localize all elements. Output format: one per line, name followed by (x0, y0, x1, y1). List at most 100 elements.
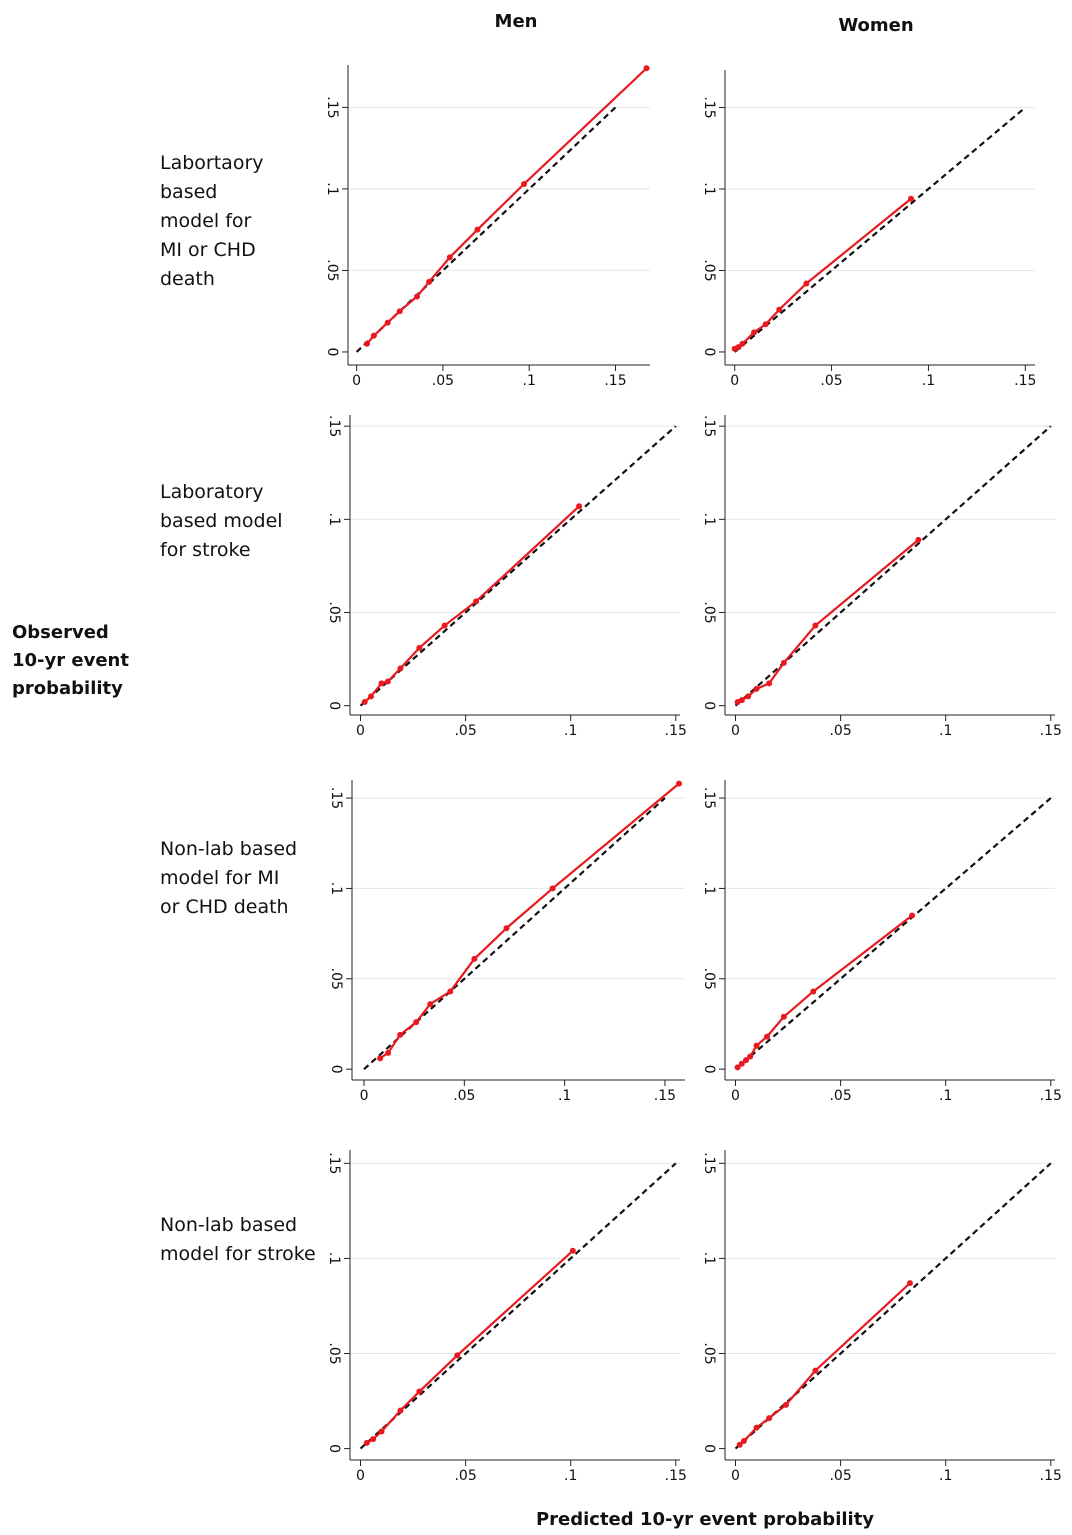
point (766, 680, 773, 687)
x-tick-label: .15 (604, 373, 626, 389)
point (739, 340, 746, 347)
point (766, 1415, 773, 1422)
point (447, 988, 454, 995)
x-tick-label: .1 (939, 723, 952, 739)
point (361, 698, 368, 705)
point (503, 925, 510, 932)
y-axis-title: Observed (12, 622, 109, 643)
point (397, 1407, 404, 1414)
series-line (363, 797, 666, 1070)
series-line (734, 1162, 1052, 1450)
x-tick-label: .15 (1040, 1468, 1062, 1484)
y-tick-label: 0 (701, 348, 717, 357)
x-tick-label: 0 (352, 373, 361, 389)
x-tick-label: .15 (1014, 373, 1036, 389)
x-tick-label: .05 (454, 723, 476, 739)
point (743, 1057, 750, 1064)
x-tick-label: .1 (558, 1088, 571, 1104)
point (446, 254, 453, 261)
point (738, 1060, 745, 1067)
point (747, 1053, 754, 1060)
point (751, 329, 758, 336)
x-tick-label: 0 (731, 1468, 740, 1484)
series-line (736, 914, 913, 1069)
point (810, 988, 817, 995)
column-title: Women (838, 15, 913, 36)
x-tick-label: 0 (731, 1088, 740, 1104)
point (473, 598, 480, 605)
series-line (359, 1162, 677, 1450)
point (764, 1033, 771, 1040)
y-tick-label: .1 (326, 513, 342, 526)
series-line (363, 505, 580, 703)
y-tick-label: .15 (701, 787, 717, 809)
point (384, 678, 391, 685)
row-label: based model (160, 510, 283, 532)
point (909, 912, 916, 919)
x-tick-label: .15 (665, 723, 687, 739)
point (521, 181, 528, 188)
y-tick-label: .1 (701, 513, 717, 526)
y-tick-label: .05 (326, 601, 342, 623)
series-line (738, 1282, 911, 1446)
point (454, 1352, 461, 1359)
column-title: Men (495, 11, 538, 32)
x-tick-label: .1 (922, 373, 935, 389)
y-tick-label: .15 (328, 787, 344, 809)
point (812, 622, 819, 629)
x-tick-label: .05 (432, 373, 454, 389)
point (675, 780, 682, 787)
point (776, 306, 783, 313)
point (782, 1401, 789, 1408)
x-tick-label: .15 (1040, 1088, 1062, 1104)
point (416, 644, 423, 651)
point (780, 1013, 787, 1020)
point (397, 665, 404, 672)
point (413, 1019, 420, 1026)
y-tick-label: .15 (701, 96, 717, 118)
point (378, 1428, 385, 1435)
point (643, 65, 650, 72)
point (427, 1001, 434, 1008)
point (906, 1280, 913, 1287)
series-line (733, 106, 1027, 353)
y-tick-label: .15 (701, 415, 717, 437)
series-line (379, 782, 680, 1060)
x-tick-label: .15 (1040, 723, 1062, 739)
point (363, 340, 370, 347)
y-tick-label: .15 (701, 1152, 717, 1174)
y-tick-label: 0 (326, 1444, 342, 1453)
row-label: Non-lab based (160, 1214, 297, 1236)
y-tick-label: 0 (326, 701, 342, 710)
x-tick-label: .1 (523, 373, 536, 389)
point (762, 321, 769, 328)
point (812, 1367, 819, 1374)
point (471, 955, 478, 962)
series-line (366, 67, 648, 345)
row-label: model for stroke (160, 1243, 316, 1265)
row-label: death (160, 268, 215, 290)
x-tick-label: .05 (453, 1088, 475, 1104)
row-label: Laboratory (160, 481, 264, 503)
y-tick-label: .1 (701, 1252, 717, 1265)
y-tick-label: 0 (701, 1444, 717, 1453)
point (738, 697, 745, 704)
row-label: Non-lab based (160, 838, 297, 860)
y-tick-label: .05 (701, 259, 717, 281)
x-tick-label: 0 (356, 723, 365, 739)
y-tick-label: .1 (324, 182, 340, 195)
y-tick-label: .15 (326, 1152, 342, 1174)
x-tick-label: .15 (665, 1468, 687, 1484)
y-tick-label: .05 (326, 1342, 342, 1364)
point (576, 503, 583, 510)
y-tick-label: .05 (324, 259, 340, 281)
y-axis-title: 10-yr event (12, 650, 129, 671)
y-tick-label: .1 (701, 882, 717, 895)
point (569, 1247, 576, 1254)
x-tick-label: .05 (829, 723, 851, 739)
row-label: MI or CHD (160, 239, 256, 261)
y-tick-label: 0 (328, 1065, 344, 1074)
series-line (737, 538, 920, 703)
point (734, 1064, 741, 1071)
